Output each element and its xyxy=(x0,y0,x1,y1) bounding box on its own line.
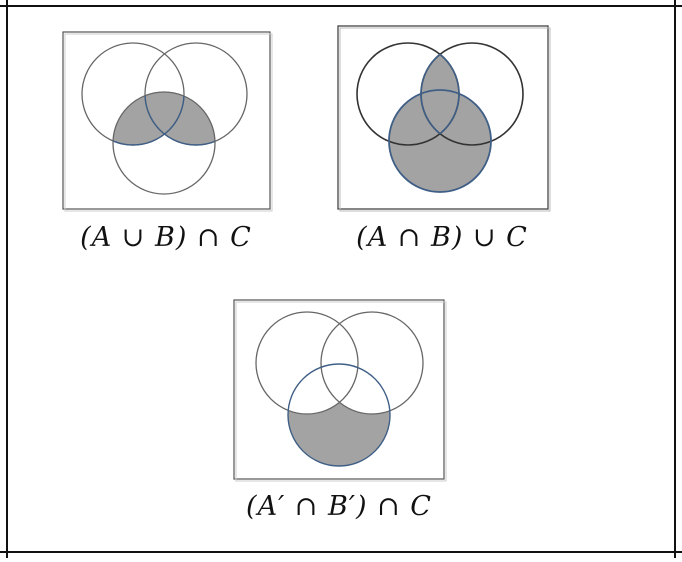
set-a-circle xyxy=(255,311,359,415)
set-b-circle xyxy=(320,311,424,415)
venn-diagram-2 xyxy=(337,25,551,212)
universe-box-shadow xyxy=(235,301,447,482)
venn-diagram-3 xyxy=(233,299,447,482)
universe-box-shadow xyxy=(64,33,273,212)
set-c-circle xyxy=(388,89,492,193)
shaded-c-region xyxy=(389,90,491,192)
lens-outline-2 xyxy=(421,43,460,145)
set-c-circle xyxy=(112,91,216,195)
unshaded-ab-part xyxy=(288,364,390,414)
caption-diagram-2: (A ∩ B) ∪ C xyxy=(356,222,528,253)
caption-diagram-3: (A′ ∩ B′) ∩ C xyxy=(246,491,432,522)
caption-diagram-1: (A ∪ B) ∩ C xyxy=(80,222,252,253)
venn-diagram-1 xyxy=(62,31,273,212)
set-c-circle xyxy=(287,363,391,467)
universe-box-shadow xyxy=(339,27,551,212)
lens-outline xyxy=(420,43,459,145)
